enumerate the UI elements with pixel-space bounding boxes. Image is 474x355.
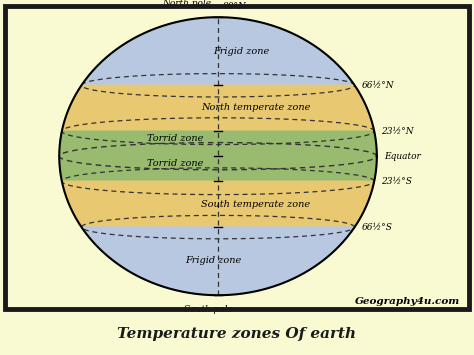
Polygon shape	[62, 85, 374, 131]
Text: Torrid zone: Torrid zone	[147, 159, 203, 168]
Polygon shape	[82, 17, 355, 85]
Text: 23½°S: 23½°S	[382, 177, 412, 186]
Text: South temperate zone: South temperate zone	[201, 200, 310, 209]
Text: Geography4u.com: Geography4u.com	[355, 297, 460, 306]
Text: 90°N: 90°N	[223, 2, 246, 11]
Text: Temperature zones Of earth: Temperature zones Of earth	[118, 327, 356, 341]
Text: 66½°N: 66½°N	[362, 81, 394, 90]
Text: North temperate zone: North temperate zone	[201, 103, 310, 112]
Text: Frigid zone: Frigid zone	[214, 48, 270, 56]
Text: Equator: Equator	[384, 152, 421, 161]
Text: 66½°S: 66½°S	[362, 223, 392, 231]
Text: 23½°N: 23½°N	[382, 127, 414, 136]
Text: Frigid zone: Frigid zone	[185, 256, 241, 265]
Text: Torrid zone: Torrid zone	[147, 133, 203, 143]
Text: North pole: North pole	[162, 0, 211, 8]
Polygon shape	[59, 131, 377, 181]
Polygon shape	[82, 227, 355, 295]
Text: South pole: South pole	[184, 305, 233, 313]
Polygon shape	[62, 181, 374, 227]
